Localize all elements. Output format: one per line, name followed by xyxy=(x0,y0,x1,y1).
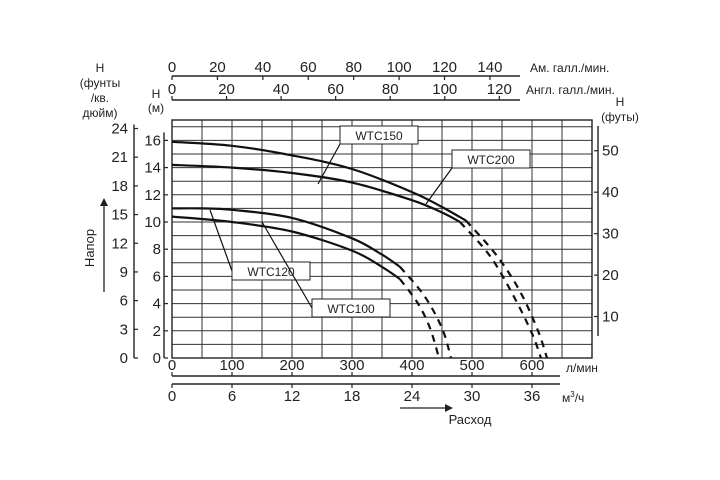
tick-label-left-m: 10 xyxy=(144,214,161,231)
tick-label-bottom-lpm: 300 xyxy=(339,357,364,374)
curve-wtc200-dashed xyxy=(465,219,549,359)
label-box-wtc120 xyxy=(231,261,311,281)
tick-label-left-m: 2 xyxy=(153,323,161,340)
curve-labels: WTC150 WTC200 WTC120 WTC100 xyxy=(209,125,531,318)
leader-wtc200 xyxy=(425,167,453,205)
tick-label-left-psi: 18 xyxy=(111,178,128,195)
plot-border xyxy=(171,119,593,359)
tick-label-top-uk: 100 xyxy=(432,81,457,98)
tick-label-bottom-m3h: 6 xyxy=(228,388,236,405)
y-axis-label: Напор xyxy=(82,229,97,267)
tick-label-top-uk: 80 xyxy=(382,81,399,98)
curve-wtc100-solid xyxy=(171,215,401,281)
tick-label-left-psi: 21 xyxy=(111,149,128,166)
tick-label-bottom-m3h: 36 xyxy=(524,388,541,405)
tick-label-left-m: 8 xyxy=(153,241,161,258)
curve-wtc120-solid xyxy=(171,207,401,268)
tick-label-left-m: 6 xyxy=(153,268,161,285)
tick-label-right-ft: 20 xyxy=(602,267,619,284)
tick-label-top-us: 80 xyxy=(345,59,362,76)
tick-label-bottom-lpm: 400 xyxy=(399,357,424,374)
curve-wtc120-dashed xyxy=(399,266,453,359)
tick-label-top-us: 20 xyxy=(209,59,226,76)
label-box-wtc150 xyxy=(339,125,419,145)
leader-wtc120 xyxy=(209,209,233,272)
tick-label-bottom-lpm: 600 xyxy=(519,357,544,374)
tick-label-left-m: 16 xyxy=(144,132,161,149)
tick-label-bottom-m3h: 30 xyxy=(464,388,481,405)
tick-label-left-m: 0 xyxy=(153,350,161,367)
tick-label-left-psi: 9 xyxy=(120,264,128,281)
axis-unit-uk-gpm: Англ. галл./мин. xyxy=(526,83,615,97)
tick-label-right-ft: 40 xyxy=(602,184,619,201)
y-axis-arrow-head xyxy=(100,198,108,206)
label-wtc200: WTC200 xyxy=(467,153,515,167)
tick-label-top-uk: 20 xyxy=(218,81,235,98)
axis-label-left-psi: /кв. xyxy=(91,91,109,105)
label-box-wtc200 xyxy=(451,149,531,169)
label-wtc120: WTC120 xyxy=(247,265,295,279)
tick-label-left-psi: 12 xyxy=(111,235,128,252)
tick-label-bottom-lpm: 100 xyxy=(219,357,244,374)
axis-label-left-psi: (фунты xyxy=(80,76,120,90)
tick-label-bottom-lpm: 500 xyxy=(459,357,484,374)
tick-label-top-us: 40 xyxy=(254,59,271,76)
curves xyxy=(171,140,549,359)
tick-label-top-us: 100 xyxy=(387,59,412,76)
axis-label-left-psi: Н xyxy=(96,61,105,75)
axis-label-left-m: Н xyxy=(152,87,161,101)
tick-label-top-uk: 120 xyxy=(487,81,512,98)
tick-label-bottom-lpm: 0 xyxy=(168,357,176,374)
tick-label-top-us: 0 xyxy=(168,59,176,76)
x-axis-label: Расход xyxy=(449,412,492,427)
curve-wtc150-solid xyxy=(171,163,461,223)
tick-label-left-m: 4 xyxy=(153,296,161,313)
axis-unit-lpm: л/мин xyxy=(566,361,598,375)
axis-label-right-ft: Н xyxy=(616,95,625,109)
leader-wtc150 xyxy=(317,143,341,185)
tick-label-left-m: 12 xyxy=(144,187,161,204)
tick-label-right-ft: 10 xyxy=(602,309,619,326)
tick-label-bottom-m3h: 12 xyxy=(284,388,301,405)
tick-label-left-psi: 24 xyxy=(111,121,128,138)
tick-label-left-psi: 15 xyxy=(111,207,128,224)
label-box-wtc100 xyxy=(311,298,391,318)
tick-label-right-ft: 50 xyxy=(602,143,619,160)
tick-label-top-uk: 0 xyxy=(168,81,176,98)
axis-unit-us-gpm: Ам. галл./мин. xyxy=(530,61,609,75)
tick-label-left-m: 14 xyxy=(144,160,161,177)
plot-frame xyxy=(171,119,593,359)
tick-label-right-ft: 30 xyxy=(602,226,619,243)
tick-label-left-psi: 6 xyxy=(120,293,128,310)
label-wtc150: WTC150 xyxy=(355,129,403,143)
curve-wtc200-solid xyxy=(171,140,467,222)
tick-label-top-us: 120 xyxy=(432,59,457,76)
grid xyxy=(172,120,592,358)
tick-label-top-uk: 60 xyxy=(327,81,344,98)
tick-label-top-us: 140 xyxy=(477,59,502,76)
tick-label-top-uk: 40 xyxy=(273,81,290,98)
leader-wtc100 xyxy=(261,221,313,309)
tick-label-top-us: 60 xyxy=(300,59,317,76)
curve-wtc150-dashed xyxy=(459,221,543,359)
label-wtc100: WTC100 xyxy=(327,302,375,316)
axis-label-right-ft: (футы) xyxy=(601,110,639,124)
x-axis-arrow-head xyxy=(445,404,453,412)
tick-label-bottom-lpm: 200 xyxy=(279,357,304,374)
tick-label-bottom-m3h: 24 xyxy=(404,388,421,405)
tick-label-bottom-m3h: 18 xyxy=(344,388,361,405)
tick-label-bottom-m3h: 0 xyxy=(168,388,176,405)
tick-label-left-psi: 3 xyxy=(120,321,128,338)
axis-label-left-m: (м) xyxy=(148,101,164,115)
tick-label-left-psi: 0 xyxy=(120,350,128,367)
axis-unit-m3h: м3/ч xyxy=(562,390,584,405)
curve-wtc100-dashed xyxy=(399,278,441,359)
axis-label-left-psi: дюйм) xyxy=(83,106,118,120)
